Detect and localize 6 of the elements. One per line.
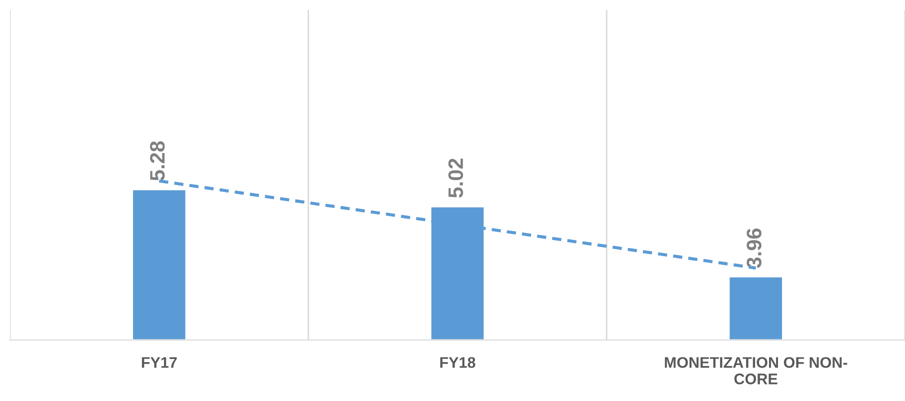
x-tick-label: FY17 [142, 357, 177, 368]
x-tick-label: MONETIZATION OF NON- CORE [664, 357, 848, 384]
x-tick-label: FY18 [440, 357, 476, 368]
data-label: 5.02 [448, 158, 464, 198]
data-label: 3.96 [746, 228, 762, 268]
data-label: 5.28 [150, 141, 165, 181]
